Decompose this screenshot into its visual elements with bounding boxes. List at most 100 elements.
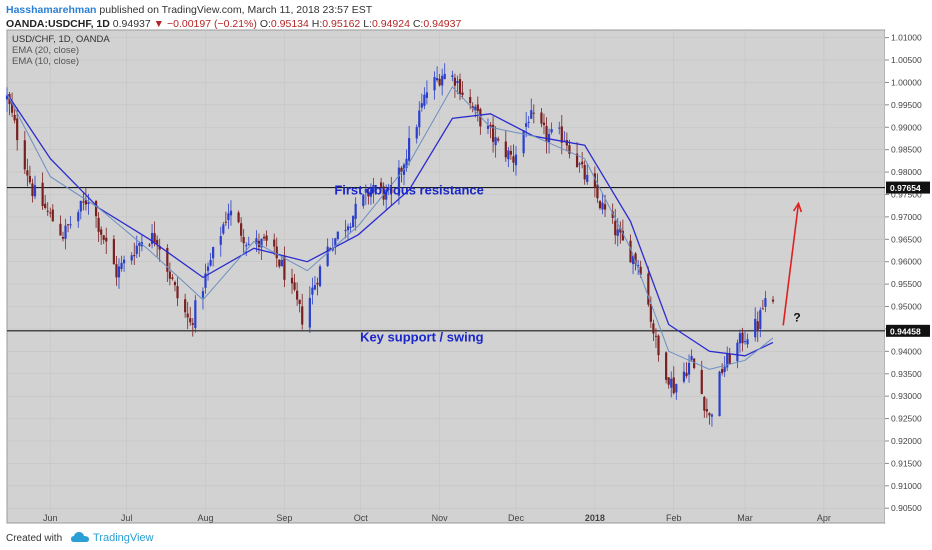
candle-body [105,237,108,242]
candle-body [690,355,693,361]
candle-body [150,232,154,244]
candle-body [61,237,65,239]
candle-body [44,203,47,209]
candle-body [514,154,518,166]
candle-body [209,259,212,266]
level-price-tags: 0.97654 0.94458 [886,181,930,337]
candle-body [153,233,156,243]
candle-body [387,188,390,190]
candle-body [700,369,703,395]
candle-body [547,133,551,143]
candle-body [708,413,711,416]
candle-body [100,229,103,235]
candle-body [603,204,607,210]
candle-body [156,239,159,245]
price-tick-label: 0.99500 [891,100,922,110]
candle-body [512,156,515,163]
candle-body [507,150,510,160]
level-price-text: 0.97654 [890,183,921,193]
time-tick-label: Jul [121,513,133,523]
candle-body [318,266,322,287]
tradingview-cloud-icon [71,532,89,542]
time-tick-label: Oct [354,513,369,523]
candle-body [693,358,696,369]
candle-body [41,182,44,207]
close-label: C: [412,18,424,30]
candle-body [219,236,222,245]
candle-body [631,255,635,265]
high-value: 0.95162 [322,18,361,30]
annotation-text: First obvious resistance [334,182,484,197]
price-tick-label: 0.91500 [891,458,922,468]
price-tick-label: 0.93000 [891,391,922,401]
price-axis[interactable] [885,30,929,523]
legend: USD/CHF, 1D, OANDA EMA (20, close) EMA (… [12,34,110,67]
candle-body [352,216,355,228]
candle-body [438,78,441,86]
candle-body [260,238,263,248]
candle-body [634,253,637,264]
candle-body [736,342,739,362]
candle-body [138,243,141,246]
candle-body [441,75,444,86]
horizontal-levels[interactable] [7,187,885,332]
price-tick-label: 0.91000 [891,481,922,491]
candle-body [385,189,388,200]
plot-area[interactable] [6,29,886,524]
candle-body [545,126,548,142]
candle-body [247,243,250,245]
candle-body [710,414,714,417]
candle-body [194,300,197,328]
candle-body [82,201,85,203]
candle-body [471,106,474,109]
candle-body [418,110,421,128]
candle-body [400,167,403,172]
candle-body [242,236,245,244]
candle-body [380,182,383,187]
candle-body [649,303,652,322]
author-link[interactable]: Hasshamarehman [6,4,97,16]
candle-body [166,247,169,272]
price-tick-label: 0.99000 [891,122,922,132]
annotation-text: Key support / swing [360,329,484,344]
candle-body [189,318,192,323]
candle-body [425,92,429,98]
candle-body [527,121,530,123]
tradingview-brand[interactable]: TradingView [93,532,154,544]
candle-body [614,221,617,236]
candle-body [201,291,205,298]
candle-body [596,184,599,199]
candle-body [721,369,724,373]
candle-body [204,273,207,288]
candle-body [33,185,37,197]
candle-body [135,245,138,255]
candle-body [540,112,543,124]
price-tick-label: 0.97500 [891,189,922,199]
candle-body [349,226,352,229]
candle-body [334,238,337,246]
candle-body [59,223,62,236]
candle-body [133,255,136,257]
publish-info: Hasshamarehman published on TradingView.… [6,4,372,16]
candle-body [657,335,660,356]
open-value: 0.95134 [270,18,309,30]
candle-body [756,321,759,330]
candle-body [397,167,401,196]
time-tick-label: Aug [197,513,213,523]
time-tick-label: Dec [508,513,525,523]
candle-body [578,163,581,165]
candle-body [262,236,266,239]
level-price-tag [886,324,930,337]
candle-body [423,94,426,106]
candle-body [382,186,385,200]
candle-body [489,124,492,128]
price-chart[interactable]: 1.01000 1.00500 1.00000 0.99500 0.99000 0.985… [0,0,932,527]
candle-body [122,259,126,264]
candle-body [227,213,230,221]
price-tick-label: 0.90500 [891,503,922,513]
created-with-text: Created with [6,533,63,544]
candle-body [497,138,500,141]
candle-body [738,333,742,344]
candle-body [69,224,72,226]
candle-body [224,221,227,223]
